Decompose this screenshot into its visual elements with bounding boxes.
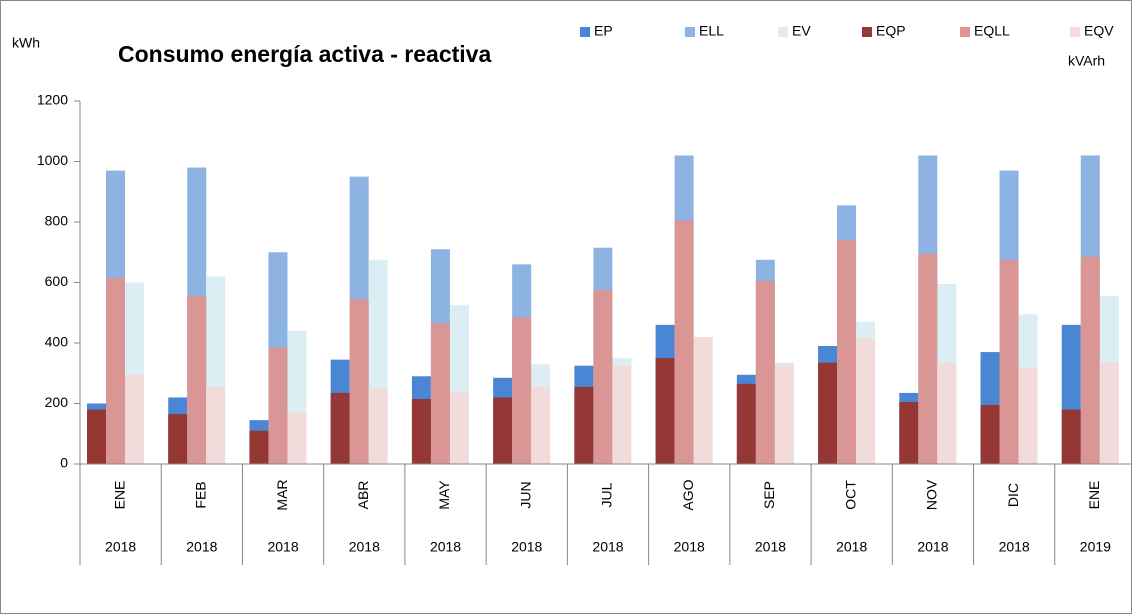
bar [574, 386, 594, 464]
x-group-label: 2018 [267, 539, 298, 555]
bar [206, 386, 226, 464]
bar [411, 398, 431, 464]
legend-swatch [778, 27, 788, 37]
x-group-label: 2018 [917, 539, 948, 555]
x-tick-label: JUN [517, 481, 533, 508]
legend-swatch [1070, 27, 1080, 37]
bar [368, 388, 388, 464]
x-tick-label: MAR [274, 479, 290, 510]
bar [899, 401, 919, 464]
bar [430, 323, 450, 464]
x-tick-label: DIC [1005, 483, 1021, 507]
x-group-label: 2019 [1080, 539, 1111, 555]
bar [249, 430, 269, 464]
legend-label: EQP [876, 23, 906, 39]
x-group-label: 2018 [430, 539, 461, 555]
legend-label: ELL [699, 23, 724, 39]
y2-axis-label: kVArh [1068, 53, 1105, 69]
y-axis-label: kWh [12, 35, 40, 51]
x-group-label: 2018 [755, 539, 786, 555]
bar [674, 220, 694, 464]
bar [449, 391, 469, 464]
x-tick-label: AGO [680, 479, 696, 510]
bar [755, 280, 775, 464]
legend-label: EV [792, 23, 811, 39]
bar [693, 336, 713, 464]
y-tick-label: 200 [45, 394, 69, 410]
x-tick-label: FEB [193, 481, 209, 508]
x-tick-label: ENE [1086, 481, 1102, 510]
bar [774, 364, 794, 464]
x-group-label: 2018 [349, 539, 380, 555]
bar [937, 362, 957, 464]
bar [736, 383, 756, 464]
bar [918, 253, 938, 464]
bar [493, 397, 513, 464]
y-tick-label: 0 [60, 455, 68, 471]
bar [655, 358, 675, 464]
x-tick-label: JUL [599, 482, 615, 507]
x-group-label: 2018 [674, 539, 705, 555]
bar [87, 409, 106, 464]
x-tick-label: ENE [111, 481, 127, 510]
bar [330, 392, 350, 464]
y-tick-label: 1000 [37, 152, 68, 168]
bar [818, 362, 838, 464]
x-tick-label: ABR [355, 481, 371, 510]
legend-label: EQV [1084, 23, 1114, 39]
bar [593, 290, 613, 464]
bar [1099, 362, 1119, 464]
bar [268, 347, 288, 464]
bar [168, 414, 188, 464]
x-tick-label: NOV [924, 479, 940, 510]
bar [837, 240, 857, 464]
bar [531, 386, 551, 464]
bar [1080, 256, 1100, 464]
legend-swatch [580, 27, 590, 37]
bar [612, 365, 632, 464]
x-group-label: 2018 [836, 539, 867, 555]
y-tick-label: 1200 [37, 92, 68, 108]
bar [106, 277, 125, 464]
chart-title: Consumo energía activa - reactiva [118, 41, 491, 67]
x-group-label: 2018 [105, 539, 136, 555]
x-tick-label: SEP [761, 481, 777, 509]
bar [980, 405, 1000, 464]
x-tick-label: OCT [842, 480, 858, 510]
legend-swatch [960, 27, 970, 37]
legend-label: EQLL [974, 23, 1010, 39]
y-tick-label: 600 [45, 273, 69, 289]
bar [187, 296, 207, 464]
y-tick-label: 800 [45, 213, 69, 229]
bar [512, 317, 532, 464]
bar [1018, 367, 1038, 464]
x-group-label: 2018 [186, 539, 217, 555]
bar [125, 374, 144, 464]
y-tick-label: 400 [45, 334, 69, 350]
bar [349, 299, 369, 464]
legend-swatch [685, 27, 695, 37]
bar [287, 412, 307, 464]
x-group-label: 2018 [999, 539, 1030, 555]
bar [999, 259, 1019, 464]
bar [856, 338, 876, 464]
bar [1061, 409, 1081, 464]
legend-swatch [862, 27, 872, 37]
x-tick-label: MAY [436, 480, 452, 510]
x-group-label: 2018 [511, 539, 542, 555]
x-group-label: 2018 [592, 539, 623, 555]
legend-label: EP [594, 23, 613, 39]
